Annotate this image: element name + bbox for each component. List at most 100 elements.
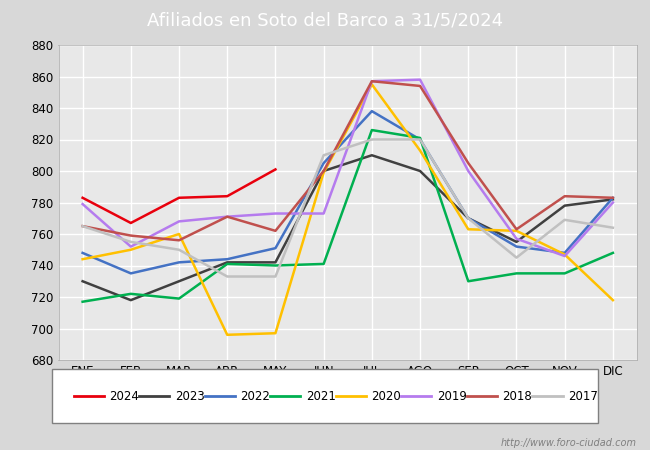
2020 [513,228,521,234]
2023 [224,260,231,265]
2020 [561,252,569,257]
2020 [175,231,183,237]
2018 [609,195,617,201]
2022 [320,161,328,166]
2019 [79,202,86,207]
2019 [513,236,521,242]
2023 [464,216,472,221]
2017 [224,274,231,279]
2021 [513,270,521,276]
2022 [416,137,424,142]
2023 [561,203,569,208]
2018 [224,214,231,219]
2023 [368,153,376,158]
2018 [272,228,280,234]
2017 [79,224,86,229]
2024 [272,166,280,172]
2018 [561,194,569,199]
2017 [513,255,521,260]
2021 [416,135,424,140]
2017 [175,247,183,252]
2018 [175,238,183,243]
2018 [464,161,472,166]
Text: 2019: 2019 [437,390,467,402]
2021 [127,291,135,297]
2017 [416,137,424,142]
2019 [561,253,569,259]
2023 [416,168,424,174]
2017 [320,153,328,158]
Text: Afiliados en Soto del Barco a 31/5/2024: Afiliados en Soto del Barco a 31/5/2024 [147,11,503,29]
Text: 2024: 2024 [109,390,139,402]
Text: 2018: 2018 [502,390,532,402]
2022 [175,260,183,265]
2017 [127,239,135,245]
Text: 2020: 2020 [371,390,401,402]
2022 [79,250,86,256]
2021 [272,263,280,268]
2022 [368,108,376,114]
2023 [513,239,521,245]
2017 [272,274,280,279]
2022 [464,216,472,221]
Line: 2024: 2024 [83,169,276,223]
2021 [368,127,376,133]
2023 [127,297,135,303]
2020 [320,170,328,176]
2022 [224,256,231,262]
2020 [272,331,280,336]
Line: 2023: 2023 [83,155,613,300]
2019 [416,77,424,82]
Line: 2022: 2022 [83,111,613,273]
2020 [464,227,472,232]
2020 [368,82,376,87]
Line: 2020: 2020 [83,85,613,335]
2024 [127,220,135,226]
2019 [464,168,472,174]
FancyBboxPatch shape [52,369,598,423]
2022 [272,245,280,251]
Line: 2018: 2018 [83,81,613,240]
2022 [513,244,521,249]
2018 [320,168,328,174]
2018 [368,79,376,84]
2022 [127,270,135,276]
2017 [609,225,617,230]
2020 [127,247,135,252]
2018 [79,224,86,229]
2018 [127,233,135,238]
2023 [320,168,328,174]
2019 [224,214,231,219]
2023 [175,279,183,284]
2024 [175,195,183,201]
2018 [416,83,424,89]
Text: http://www.foro-ciudad.com: http://www.foro-ciudad.com [501,438,637,448]
2021 [224,261,231,266]
Line: 2019: 2019 [83,80,613,256]
2021 [561,270,569,276]
2019 [127,244,135,249]
2021 [320,261,328,266]
Line: 2017: 2017 [83,140,613,277]
2020 [609,297,617,303]
2019 [175,219,183,224]
2023 [272,260,280,265]
2019 [368,79,376,84]
2022 [609,195,617,201]
Text: 2023: 2023 [175,390,205,402]
2017 [368,137,376,142]
2021 [175,296,183,302]
Line: 2021: 2021 [83,130,613,302]
2017 [561,217,569,223]
Text: 2017: 2017 [568,390,598,402]
2021 [79,299,86,305]
2020 [224,332,231,338]
2019 [320,211,328,216]
Text: 2022: 2022 [240,390,270,402]
2021 [464,279,472,284]
2017 [464,216,472,221]
2020 [416,148,424,153]
2023 [609,197,617,202]
2020 [79,256,86,262]
Text: 2021: 2021 [306,390,336,402]
